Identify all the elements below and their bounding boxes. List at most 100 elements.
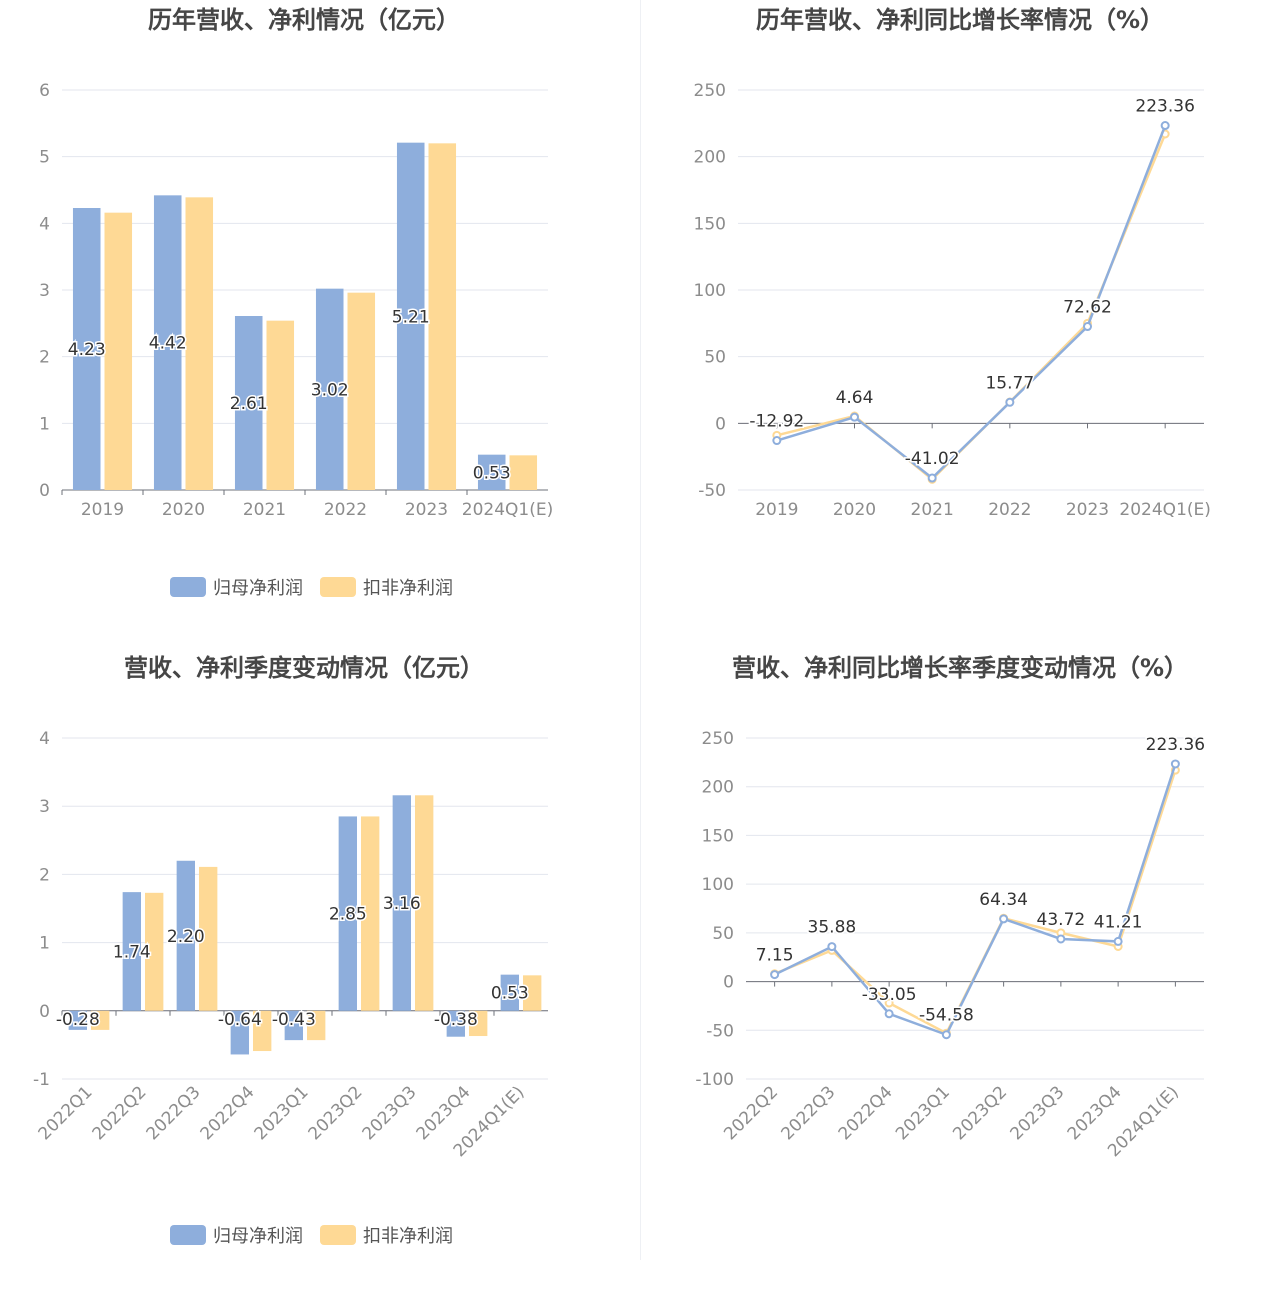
bar-deducted-net-profit [253, 1010, 272, 1052]
chart-title: 营收、净利季度变动情况（亿元） [124, 654, 484, 682]
x-tick-label: 2023Q1 [892, 1082, 954, 1144]
y-tick-label: 0 [723, 973, 734, 993]
x-tick-label: 2022 [988, 500, 1031, 520]
data-point [1005, 397, 1015, 407]
x-tick-label: 2022Q1 [35, 1082, 97, 1144]
x-tick-label: 2022Q4 [835, 1082, 897, 1144]
bar-deducted-net-profit [185, 197, 214, 491]
bar-parent-net-profit [176, 860, 195, 1011]
y-tick-label: 1 [39, 934, 50, 954]
y-tick-label: 0 [715, 414, 726, 434]
bar-parent-net-profit [230, 1010, 249, 1055]
line-parent-net-profit-growth [774, 763, 1177, 1037]
legend-label: 扣非净利润 [363, 578, 453, 599]
y-tick-label: 4 [39, 214, 50, 234]
y-tick-label: 5 [39, 148, 50, 168]
legend-swatch [170, 1225, 206, 1245]
data-label: 0.53 [491, 984, 529, 1004]
annual-growth-chart-svg: 历年营收、净利同比增长率情况（%） -50 0 50 100 150 200 250 2019 2… [694, 6, 1211, 520]
bar-deducted-net-profit [307, 1010, 326, 1041]
bar-deducted-net-profit [347, 292, 376, 490]
data-label: -0.43 [272, 1010, 316, 1030]
quarterly-profit-chart-svg: 营收、净利季度变动情况（亿元） -1 0 1 2 3 4 -0.28 2022Q1 1.74 202… [33, 654, 548, 1247]
chart-title: 历年营收、净利同比增长率情况（%） [756, 6, 1164, 34]
annual-growth-chart: 历年营收、净利同比增长率情况（%） -50 0 50 100 150 200 250 2019 2… [638, 0, 1275, 648]
bar-deducted-net-profit [199, 866, 218, 1011]
annual-profit-chart-svg: 历年营收、净利情况（亿元） 0 1 2 3 4 5 6 4.23 2019 4.42 2020 2.61… [39, 6, 553, 599]
y-tick-label: 50 [704, 348, 726, 368]
data-label: 223.36 [1135, 97, 1194, 117]
y-tick-label: 2 [39, 348, 50, 368]
bar-deducted-net-profit [91, 1010, 110, 1030]
legend-label: 归母净利润 [213, 578, 303, 599]
y-tick-label: 3 [39, 281, 50, 301]
chart-title: 营收、净利同比增长率季度变动情况（%） [732, 654, 1188, 682]
x-tick-label: 2021 [243, 500, 286, 520]
data-label: -0.28 [56, 1010, 100, 1030]
data-point [850, 412, 859, 422]
x-tick-label: 2024Q1(E) [1119, 500, 1210, 520]
data-label: 4.64 [836, 388, 874, 408]
data-label: 7.15 [756, 946, 794, 966]
y-tick-label: -1 [33, 1070, 50, 1090]
data-label: 4.42 [149, 334, 187, 354]
y-tick-label: 200 [702, 778, 734, 798]
y-tick-label: 3 [39, 797, 50, 817]
y-tick-label: 150 [694, 214, 726, 234]
y-tick-label: -50 [706, 1021, 734, 1041]
x-tick-label: 2022Q4 [197, 1082, 259, 1144]
bar-deducted-net-profit [509, 455, 538, 490]
bar-parent-net-profit [315, 288, 344, 490]
chart-title: 历年营收、净利情况（亿元） [148, 6, 460, 34]
x-tick-label: 2023Q3 [359, 1082, 421, 1144]
data-point [927, 473, 937, 483]
data-label: 3.02 [311, 380, 349, 400]
bar-deducted-net-profit [145, 892, 164, 1011]
y-tick-label: 4 [39, 729, 50, 749]
data-point [770, 970, 780, 980]
data-label: 41.21 [1094, 912, 1143, 932]
data-label: 35.88 [808, 918, 857, 938]
data-label: -0.64 [218, 1010, 262, 1030]
data-point [1113, 936, 1123, 946]
legend-swatch [320, 1225, 356, 1245]
legend-label: 归母净利润 [213, 1226, 303, 1247]
bar-parent-net-profit [396, 142, 425, 490]
y-tick-label: 50 [712, 924, 734, 944]
x-tick-label: 2023Q2 [305, 1082, 367, 1144]
data-label: 72.62 [1063, 298, 1112, 318]
data-point [1170, 759, 1180, 769]
y-tick-label: 200 [694, 148, 726, 168]
data-point [999, 914, 1009, 924]
bar-parent-net-profit [68, 1010, 87, 1030]
x-tick-label: 2022Q2 [89, 1082, 151, 1144]
x-tick-label: 2022 [324, 500, 367, 520]
y-tick-label: 1 [39, 414, 50, 434]
bar-parent-net-profit [477, 454, 506, 490]
x-tick-label: 2021 [911, 500, 954, 520]
data-label: -33.05 [862, 985, 917, 1005]
bar-deducted-net-profit [469, 1010, 488, 1037]
bar-deducted-net-profit [523, 975, 542, 1011]
bar-parent-net-profit [234, 316, 263, 490]
bar-deducted-net-profit [266, 320, 295, 490]
data-label: 2.20 [167, 927, 205, 947]
y-tick-label: 250 [702, 729, 734, 749]
data-point [1083, 322, 1092, 332]
data-label: 5.21 [392, 307, 430, 327]
x-tick-label: 2019 [81, 500, 124, 520]
bar-parent-net-profit [338, 816, 357, 1011]
quarterly-growth-chart-svg: 营收、净利同比增长率季度变动情况（%） -100 -50 0 50 100 150 200 25… [695, 654, 1206, 1161]
y-tick-label: 150 [702, 826, 734, 846]
data-label: 4.23 [68, 340, 106, 360]
legend-label: 扣非净利润 [363, 1226, 453, 1247]
data-label: 2.85 [329, 905, 367, 925]
x-tick-label: 2023 [1066, 500, 1109, 520]
data-point [1056, 934, 1066, 944]
data-label: 64.34 [979, 890, 1028, 910]
data-point [1160, 121, 1170, 131]
data-label: -41.02 [905, 449, 960, 469]
legend-swatch [170, 577, 206, 597]
x-tick-label: 2019 [755, 500, 798, 520]
x-tick-label: 2020 [162, 500, 205, 520]
